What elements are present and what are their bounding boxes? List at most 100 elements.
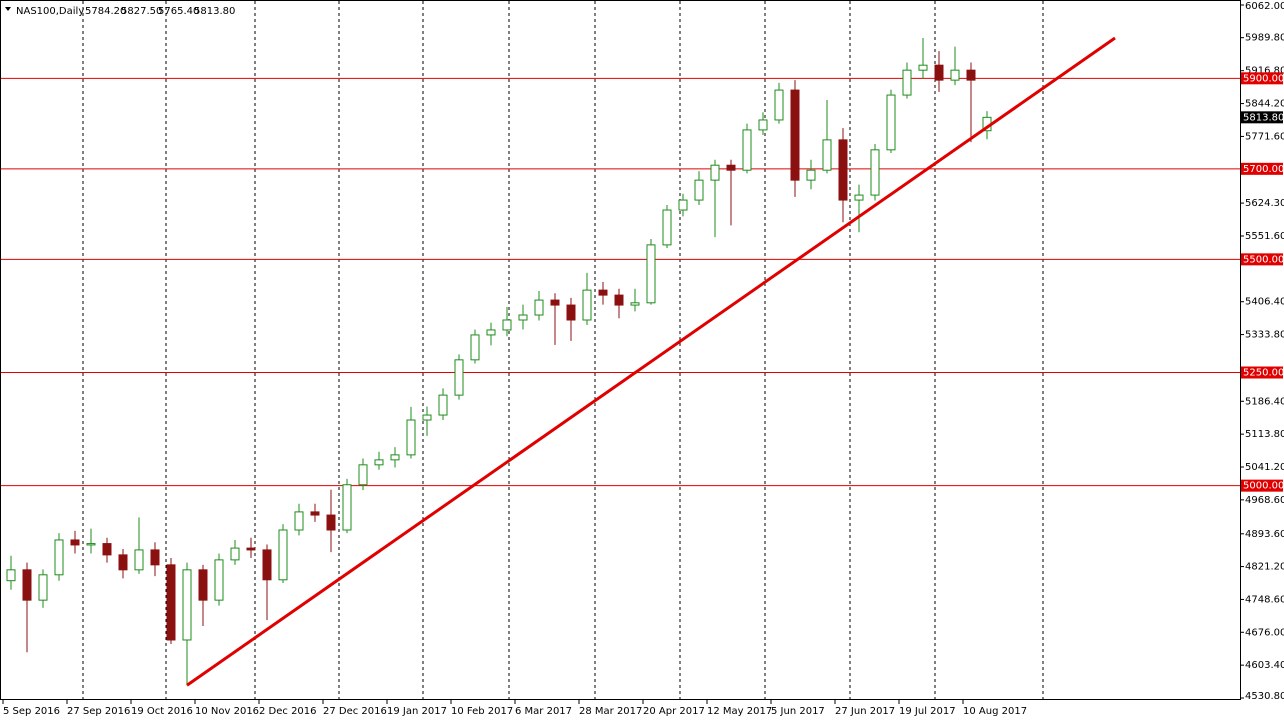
y-tick-label: 6062.00 xyxy=(1245,1,1284,12)
candle-body xyxy=(966,69,976,81)
candle-body xyxy=(262,549,272,581)
x-tick-label: 10 Aug 2017 xyxy=(963,706,1027,717)
candle-body xyxy=(790,89,800,181)
x-tick-label: 5 Sep 2016 xyxy=(3,706,60,717)
x-tick-label: 10 Nov 2016 xyxy=(195,706,259,717)
y-tick-label: 5406.40 xyxy=(1245,297,1284,308)
y-tick-label: 5551.60 xyxy=(1245,231,1284,242)
candle-body xyxy=(742,129,752,171)
y-tick-label: 4821.20 xyxy=(1245,562,1284,573)
candle-body xyxy=(662,209,672,246)
candle-body xyxy=(198,569,208,601)
candle-body xyxy=(438,394,448,416)
y-tick-label: 5186.40 xyxy=(1245,396,1284,407)
candle-body xyxy=(278,529,288,581)
candle-body xyxy=(166,564,176,641)
candle-body xyxy=(454,359,464,396)
candle-body xyxy=(406,419,416,456)
header-open: 5784.20 xyxy=(85,6,126,17)
candle-body xyxy=(70,539,80,546)
candle-body xyxy=(694,179,704,201)
candle-body xyxy=(22,569,32,601)
candle-body xyxy=(214,559,224,601)
chart-title: NAS100,Daily xyxy=(16,6,84,17)
level-tag xyxy=(1241,72,1283,85)
x-tick-label: 19 Jan 2017 xyxy=(387,706,447,717)
x-tick-label: 27 Jun 2017 xyxy=(835,706,895,717)
level-tag xyxy=(1241,366,1283,379)
candle-body xyxy=(646,244,656,304)
x-tick-label: 20 Apr 2017 xyxy=(643,706,705,717)
y-tick-label: 5624.30 xyxy=(1245,198,1284,209)
y-tick-label: 5041.20 xyxy=(1245,462,1284,473)
candle-body xyxy=(614,294,624,306)
candle-body xyxy=(934,64,944,81)
candle-body xyxy=(598,289,608,296)
last-price-tag xyxy=(1241,111,1283,124)
candle-body xyxy=(470,334,480,361)
period-separators xyxy=(82,1,1044,699)
candle-body xyxy=(6,569,16,582)
candle-body xyxy=(390,454,400,461)
y-tick-label: 4968.60 xyxy=(1245,495,1284,506)
candle-body xyxy=(550,299,560,306)
menu-arrow xyxy=(5,7,11,11)
candle-body xyxy=(86,543,96,546)
candle-body xyxy=(918,64,928,71)
candle-body xyxy=(38,574,48,601)
candle-body xyxy=(358,464,368,486)
y-tick-label: 5333.80 xyxy=(1245,330,1284,341)
candle-body xyxy=(950,69,960,81)
candle-body xyxy=(134,549,144,571)
level-tag xyxy=(1241,253,1283,266)
y-tick-label: 4748.60 xyxy=(1245,594,1284,605)
candle-body xyxy=(774,89,784,121)
candle-body xyxy=(822,139,832,171)
candle-body xyxy=(582,289,592,321)
candle-body xyxy=(294,511,304,531)
candle-body xyxy=(854,194,864,201)
candle-body xyxy=(486,329,496,336)
candle-body xyxy=(886,94,896,151)
level-label: 5500.00 xyxy=(1243,254,1284,265)
x-tick-label: 10 Feb 2017 xyxy=(451,706,513,717)
level-label: 5700.00 xyxy=(1243,164,1284,175)
candle-body xyxy=(566,304,576,321)
candle-body xyxy=(710,164,720,181)
candle-body xyxy=(326,514,336,531)
candle-body xyxy=(246,547,256,551)
y-tick-label: 5989.80 xyxy=(1245,33,1284,44)
level-tag xyxy=(1241,479,1283,492)
x-tick-label: 27 Sep 2016 xyxy=(67,706,130,717)
candle-body xyxy=(118,554,128,571)
x-tick-label: 19 Oct 2016 xyxy=(131,706,193,717)
last-price-label: 5813.80 xyxy=(1243,112,1284,123)
level-tag xyxy=(1241,162,1283,175)
candle-body xyxy=(374,459,384,466)
candle-body xyxy=(422,414,432,421)
candle-body xyxy=(758,119,768,131)
level-label: 5900.00 xyxy=(1243,73,1284,84)
candle-body xyxy=(310,511,320,516)
y-tick-label: 4676.00 xyxy=(1245,627,1284,638)
x-tick-label: 12 May 2017 xyxy=(707,706,772,717)
candle-body xyxy=(102,543,112,556)
candle-body xyxy=(182,569,192,641)
x-tick-label: 5 Jun 2017 xyxy=(771,706,825,717)
x-tick-label: 2 Dec 2016 xyxy=(259,706,317,717)
candle-body xyxy=(630,302,640,306)
candle-body xyxy=(54,539,64,576)
x-tick-label: 28 Mar 2017 xyxy=(579,706,642,717)
level-label: 5000.00 xyxy=(1243,481,1284,492)
header-low: 5765.40 xyxy=(158,6,199,17)
candle-body xyxy=(902,69,912,96)
candle-body xyxy=(726,164,736,171)
candle-body xyxy=(534,299,544,316)
header-close: 5813.80 xyxy=(194,6,235,17)
y-tick-label: 4530.80 xyxy=(1245,691,1284,702)
header-high: 5827.50 xyxy=(121,6,162,17)
y-tick-label: 5844.20 xyxy=(1245,99,1284,110)
level-label: 5250.00 xyxy=(1243,368,1284,379)
y-tick-label: 5771.60 xyxy=(1245,131,1284,142)
